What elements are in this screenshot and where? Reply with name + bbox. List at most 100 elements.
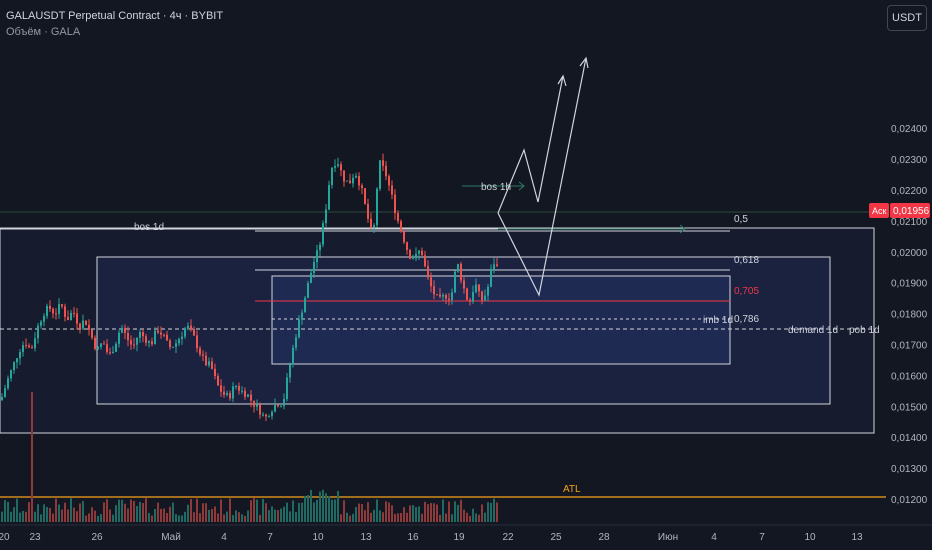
candle-body (481, 291, 483, 301)
candle-body (400, 221, 402, 232)
atl-label[interactable]: ATL (563, 484, 581, 495)
candle-body (133, 344, 135, 346)
volume-bar (322, 489, 324, 522)
volume-indicator-title[interactable]: Объём · GALA (6, 26, 81, 38)
candle-body (10, 370, 12, 379)
volume-bar (268, 510, 270, 522)
volume-bar (415, 506, 417, 522)
demand-1d-label[interactable]: demand 1d (788, 325, 838, 336)
imbalance-box[interactable] (271, 275, 731, 365)
candle-body (370, 218, 372, 228)
candle-body (388, 176, 390, 186)
bos-1h-label[interactable]: bos 1h (481, 182, 511, 193)
currency-button[interactable]: USDT (887, 5, 927, 31)
price-tick-label: 0,01200 (891, 495, 928, 506)
bullish-projection-path[interactable] (497, 75, 564, 214)
volume-bar (208, 509, 210, 522)
price-tick-label: 0,01800 (891, 310, 928, 321)
candle-body (259, 404, 261, 415)
candle-body (226, 393, 228, 395)
volume-bar (166, 513, 168, 522)
candle-body (430, 277, 432, 287)
volume-bar (181, 515, 183, 522)
volume-bar (61, 509, 63, 522)
volume-bar (187, 504, 189, 522)
volume-bar (13, 507, 15, 522)
candle-body (445, 294, 447, 299)
time-axis[interactable]: 20 23 26 Май 4 7 10 13 16 19 22 25 28 Июн 4 7 10 13 (0, 532, 863, 543)
price-tick-label: 0,01900 (891, 279, 928, 290)
zones-layer (0, 227, 875, 434)
volume-bar (340, 514, 342, 522)
candle-body (442, 294, 444, 297)
time-tick-label: 20 (0, 532, 10, 543)
time-tick-label: 25 (550, 532, 562, 543)
projection-arrow-icon (579, 56, 589, 69)
volume-bar (193, 512, 195, 522)
volume-bar (463, 509, 465, 522)
volume-bar (145, 498, 147, 522)
volume-bar (367, 502, 369, 522)
volume-bar (7, 501, 9, 522)
volume-bar (226, 511, 228, 522)
candle-body (325, 209, 327, 224)
candle-body (427, 266, 429, 278)
volume-bar (478, 514, 480, 522)
candle-body (289, 364, 291, 378)
pob-1d-label[interactable]: pob 1d (849, 325, 880, 336)
candle-body (184, 328, 186, 337)
candle-body (118, 332, 120, 344)
volume-bar (142, 503, 144, 522)
bos-1d-arrow-icon (679, 224, 686, 234)
candle-body (274, 405, 276, 412)
candle-body (376, 188, 378, 226)
imb-1d-label[interactable]: imb 1d (703, 315, 733, 326)
candle-body (451, 292, 453, 301)
candle-body (331, 167, 333, 186)
bearish-projection-path[interactable] (497, 57, 587, 297)
chart-legend: GALAUSDT Perpetual Contract · 4ч · BYBIT… (6, 8, 223, 40)
volume-bar (259, 514, 261, 522)
volume-bar (19, 512, 21, 522)
candle-body (37, 325, 39, 339)
time-tick-label: 13 (851, 532, 863, 543)
volume-bar (244, 515, 246, 522)
volume-bar (283, 506, 285, 522)
volume-bar (265, 503, 267, 522)
candle-body (214, 368, 216, 376)
candle-body (136, 337, 138, 345)
volume-bar (73, 507, 75, 522)
candle-body (85, 320, 87, 325)
price-tick-label: 0,02100 (891, 217, 928, 228)
volume-bar (118, 499, 120, 522)
candle-body (478, 284, 480, 292)
candle-body (391, 185, 393, 195)
volume-bar (262, 498, 264, 522)
candle-body (88, 324, 90, 330)
candle-body (205, 355, 207, 366)
volume-bar (385, 501, 387, 522)
volume-bar (373, 509, 375, 522)
fib-0705-label: 0,705 (734, 286, 759, 297)
volume-bar (205, 503, 207, 522)
bos-1d-label[interactable]: bos 1d (134, 222, 164, 233)
ask-price-value: 0,01956 (893, 206, 930, 217)
candle-body (319, 244, 321, 251)
candle-body (124, 327, 126, 333)
volume-bar (358, 503, 360, 522)
candle-body (361, 185, 363, 189)
fib-0786-label: 0,786 (734, 314, 759, 325)
volume-bar (433, 503, 435, 522)
volume-bar (160, 508, 162, 522)
volume-bar (148, 512, 150, 522)
candle-body (346, 180, 348, 182)
candle-body (433, 286, 435, 295)
price-axis[interactable]: 0,02400 0,02300 0,02200 0,02100 0,02000 0,019… (891, 124, 928, 506)
volume-bar (250, 500, 252, 522)
candle-body (448, 298, 450, 301)
symbol-title[interactable]: GALAUSDT Perpetual Contract · 4ч · BYBIT (6, 10, 224, 22)
candle-body (457, 263, 459, 272)
candle-body (379, 160, 381, 189)
fib-05-label: 0,5 (734, 214, 748, 225)
